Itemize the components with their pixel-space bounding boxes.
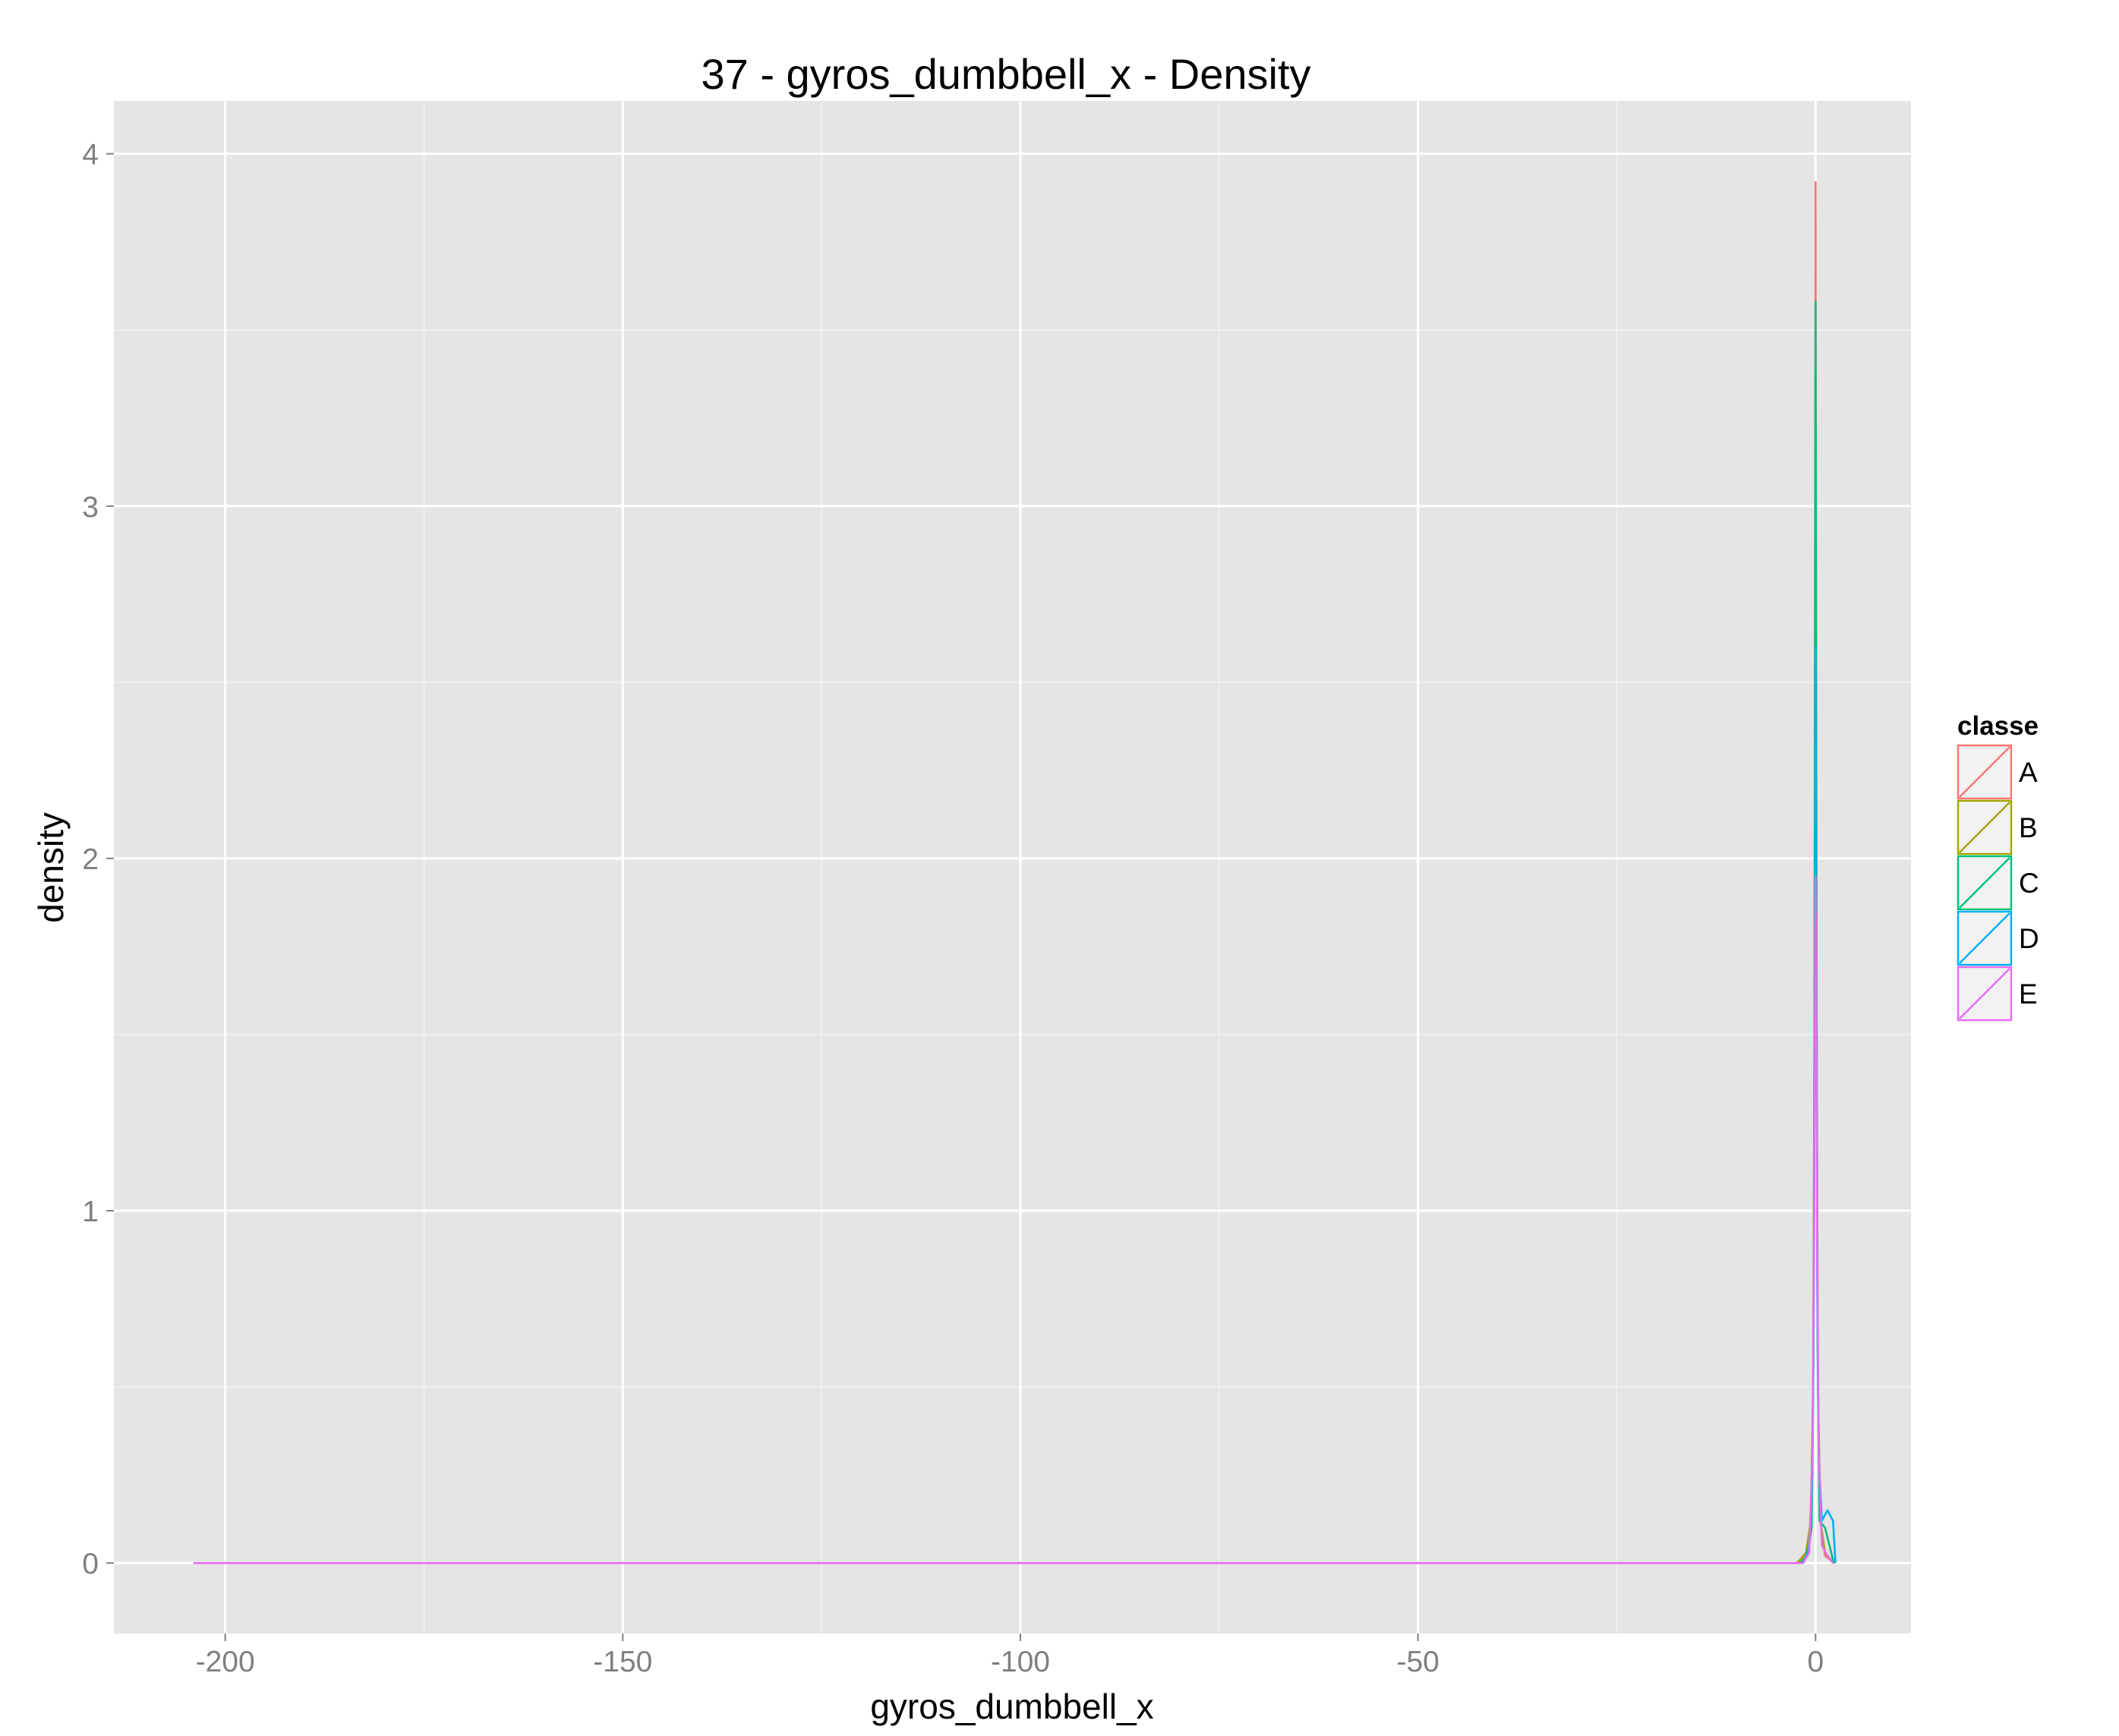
y-axis-title: density <box>31 812 71 923</box>
legend-label-b: B <box>2019 812 2038 843</box>
y-tick-label: 0 <box>82 1548 99 1580</box>
legend-title: classe <box>1957 711 2039 741</box>
legend-label-e: E <box>2019 978 2038 1010</box>
x-axis-title: gyros_dumbbell_x <box>870 1687 1153 1726</box>
legend-key-glyph <box>1959 802 2010 853</box>
legend-key-glyph <box>1959 912 2010 964</box>
legend-label-d: D <box>2019 923 2039 954</box>
x-tick-label: -50 <box>1396 1646 1439 1678</box>
x-tick-label: 0 <box>1807 1646 1824 1678</box>
x-tick-label: -200 <box>196 1646 255 1678</box>
density-curves <box>193 181 1837 1564</box>
legend-label-c: C <box>2019 868 2039 899</box>
y-tick-label: 4 <box>82 139 99 172</box>
axes: -200 -150 -100 -50 0 0 1 2 3 4 <box>82 139 1824 1678</box>
legend-key-glyph <box>1959 746 2010 798</box>
x-tick-label: -100 <box>991 1646 1050 1678</box>
density-series-c <box>1799 301 1835 1564</box>
y-tick-label: 2 <box>82 843 99 876</box>
legend-key-glyph <box>1959 968 2010 1019</box>
grid-minor <box>114 101 1911 1634</box>
legend-key-glyph <box>1959 857 2010 909</box>
density-series-e <box>193 874 1834 1564</box>
y-tick-label: 3 <box>82 491 99 524</box>
plot-panel <box>114 101 1911 1634</box>
legend-label-a: A <box>2019 757 2038 788</box>
y-tick-label: 1 <box>82 1196 99 1228</box>
x-tick-label: -150 <box>593 1646 652 1678</box>
chart-title: 37 - gyros_dumbbell_x - Density <box>701 50 1310 98</box>
